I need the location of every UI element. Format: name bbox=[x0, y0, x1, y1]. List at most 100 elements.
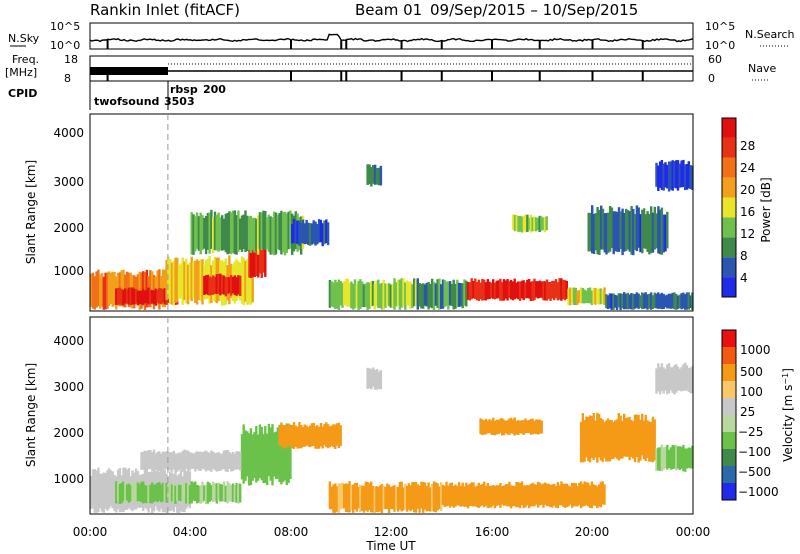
velocity-cell bbox=[522, 485, 525, 509]
velocity-cell bbox=[493, 420, 497, 436]
velocity-cell bbox=[648, 421, 651, 462]
power-cell bbox=[188, 262, 192, 300]
power-cell bbox=[163, 288, 166, 305]
power-cell bbox=[605, 213, 608, 255]
power-cell bbox=[124, 288, 127, 304]
power-cell bbox=[115, 288, 118, 305]
power-cell bbox=[136, 274, 140, 306]
power-cell bbox=[474, 278, 477, 299]
velocity-cell bbox=[567, 485, 570, 507]
power-cell bbox=[239, 275, 242, 296]
velocity-cell bbox=[350, 484, 353, 510]
power-cell bbox=[169, 259, 172, 304]
freq-panel-frame bbox=[89, 55, 694, 82]
power-cell bbox=[597, 288, 601, 305]
cpid-mode-2-id: 200 bbox=[203, 83, 226, 96]
power-cell bbox=[662, 293, 665, 309]
velocity-cell bbox=[572, 482, 576, 507]
power-cell bbox=[655, 162, 658, 187]
velocity-cell bbox=[666, 364, 669, 395]
power-cell bbox=[386, 283, 389, 306]
velocity-cell bbox=[526, 484, 529, 506]
power-cell bbox=[533, 216, 536, 232]
power-cell bbox=[470, 278, 473, 300]
power-cell bbox=[538, 215, 541, 232]
velocity-cell bbox=[285, 423, 288, 486]
power-cell bbox=[106, 272, 109, 309]
velocity-cell bbox=[527, 485, 531, 509]
velocity-cell bbox=[93, 469, 96, 513]
power-cell bbox=[615, 295, 619, 310]
velocity-cell bbox=[425, 486, 428, 512]
power-cell bbox=[224, 213, 227, 253]
velocity-cell bbox=[667, 363, 671, 394]
velocity-cell bbox=[291, 424, 294, 449]
velocity-cell bbox=[192, 453, 195, 469]
power-cell bbox=[231, 210, 235, 253]
power-cell bbox=[535, 217, 538, 232]
power-cell bbox=[212, 217, 215, 254]
power-cell bbox=[612, 211, 615, 255]
power-cell bbox=[612, 293, 615, 310]
power-cell bbox=[339, 281, 342, 306]
power-cell bbox=[429, 283, 432, 308]
power-cell bbox=[536, 217, 540, 230]
velocity-cell bbox=[576, 486, 579, 507]
power-cell bbox=[247, 216, 251, 250]
velocity-cell bbox=[422, 482, 425, 513]
power-cell bbox=[658, 294, 662, 309]
power-cell bbox=[398, 279, 402, 310]
power-cell bbox=[635, 292, 638, 308]
power-cell bbox=[515, 282, 518, 299]
power-cell bbox=[301, 219, 305, 244]
noise-dips bbox=[106, 40, 644, 49]
velocity-cell bbox=[194, 481, 197, 502]
power-cell bbox=[660, 207, 664, 255]
velocity-cell bbox=[213, 483, 217, 502]
velocity-cell bbox=[217, 482, 220, 501]
power-cell bbox=[619, 211, 622, 250]
power-cell bbox=[675, 294, 678, 310]
power-cell bbox=[583, 289, 586, 304]
velocity-cell bbox=[614, 420, 617, 458]
velocity-colorbar bbox=[721, 329, 737, 501]
velocity-cell bbox=[378, 485, 382, 512]
velocity-cell bbox=[409, 485, 412, 512]
power-cell bbox=[606, 295, 610, 310]
power-cell bbox=[203, 276, 206, 295]
velocity-cell bbox=[603, 422, 606, 459]
velocity-cell bbox=[149, 484, 152, 504]
velocity-cell bbox=[635, 414, 638, 457]
power-cell bbox=[527, 279, 531, 299]
power-region-9 bbox=[466, 278, 568, 301]
velocity-cell bbox=[122, 481, 125, 502]
velocity-cell bbox=[334, 424, 337, 449]
velocity-cell bbox=[685, 448, 689, 469]
velocity-cell bbox=[195, 451, 199, 470]
power-cell bbox=[633, 294, 637, 309]
power-cell bbox=[603, 287, 606, 305]
velocity-cell bbox=[484, 486, 488, 506]
velocity-cbar-label: Velocity [m s−1] bbox=[781, 368, 795, 462]
velocity-cell bbox=[239, 451, 242, 471]
velocity-cell bbox=[393, 485, 396, 512]
power-cell bbox=[244, 260, 247, 302]
velocity-cell bbox=[298, 422, 301, 449]
cpid-mode-1-name: twofsound bbox=[94, 95, 159, 108]
velocity-cell bbox=[273, 432, 276, 477]
velocity-cell bbox=[509, 417, 513, 434]
power-cell bbox=[657, 165, 660, 191]
power-cell bbox=[685, 292, 689, 310]
power-cell bbox=[405, 280, 409, 306]
power-cell bbox=[402, 278, 405, 307]
power-region-13 bbox=[512, 214, 548, 233]
velocity-ytick-2000: 2000 bbox=[53, 426, 84, 440]
power-region-3 bbox=[203, 273, 242, 297]
power-cell bbox=[443, 279, 446, 307]
power-cell bbox=[653, 292, 656, 308]
power-cell bbox=[140, 290, 143, 305]
power-colorbar-step bbox=[722, 277, 736, 297]
velocity-cell bbox=[296, 426, 299, 449]
noise-sky-trace bbox=[89, 33, 694, 43]
power-cell bbox=[547, 282, 550, 299]
